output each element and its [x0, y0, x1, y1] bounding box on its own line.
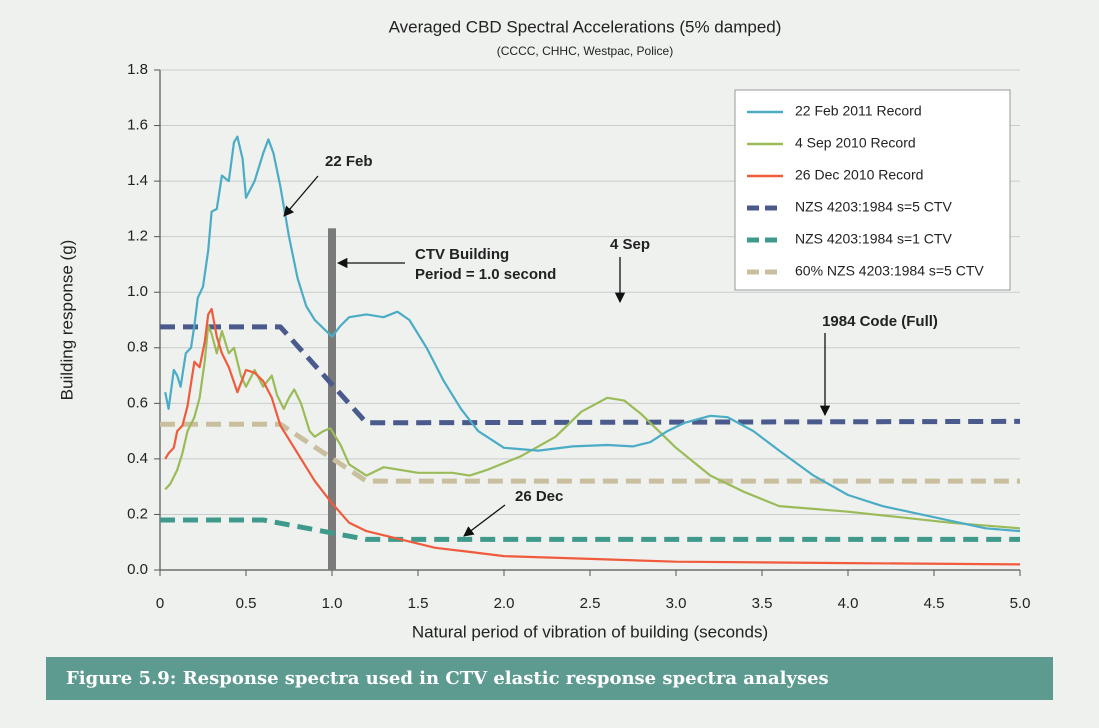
x-tick-label: 1.0 — [322, 595, 343, 612]
x-tick-label: 0.5 — [236, 595, 257, 612]
series-line — [164, 307, 1021, 566]
legend-label: 22 Feb 2011 Record — [795, 103, 922, 119]
legend-label: NZS 4203:1984 s=5 CTV — [795, 199, 952, 215]
y-axis-label: Building response (g) — [57, 240, 76, 401]
y-tick-label: 1.0 — [127, 283, 148, 300]
legend-label: 4 Sep 2010 Record — [795, 135, 916, 151]
series-line — [164, 324, 1021, 530]
x-tick-label: 2.5 — [580, 595, 601, 612]
y-tick-label: 0.4 — [127, 450, 148, 467]
y-tick-label: 1.8 — [127, 61, 148, 78]
annotation-arrow — [463, 504, 506, 537]
legend-box — [734, 89, 1011, 291]
x-tick-label: 3.0 — [666, 595, 687, 612]
legend-label: NZS 4203:1984 s=1 CTV — [795, 231, 952, 247]
x-tick-label: 1.5 — [408, 595, 429, 612]
legend-label: 26 Dec 2010 Record — [795, 167, 923, 183]
y-tick-label: 0.0 — [127, 561, 148, 578]
x-axis-label: Natural period of vibration of building … — [412, 622, 768, 641]
x-tick-label: 2.0 — [494, 595, 515, 612]
ctv-period-bar — [328, 228, 336, 571]
series-line — [160, 324, 1021, 426]
y-tick-label: 0.6 — [127, 394, 148, 411]
caption: Figure 5.9: Response spectra used in CTV… — [66, 668, 829, 689]
annotation: 1984 Code (Full) — [822, 313, 938, 330]
annotation: 22 Feb — [325, 153, 373, 170]
y-tick-label: 0.2 — [127, 505, 148, 522]
annotation: Period = 1.0 second — [415, 266, 556, 283]
caption-bar — [46, 657, 1053, 700]
annotation: 4 Sep — [610, 236, 650, 253]
y-tick-label: 0.8 — [127, 339, 148, 356]
annotation-arrow — [283, 175, 319, 217]
x-tick-label: 4.0 — [838, 595, 859, 612]
chart-subtitle: (CCCC, CHHC, Westpac, Police) — [497, 44, 673, 58]
annotation: 26 Dec — [515, 488, 563, 505]
annotation: CTV Building — [415, 246, 509, 263]
x-tick-label: 5.0 — [1010, 595, 1031, 612]
y-tick-label: 1.2 — [127, 228, 148, 245]
y-tick-label: 1.6 — [127, 117, 148, 134]
series-line — [160, 421, 1020, 484]
y-tick-label: 1.4 — [127, 172, 148, 189]
legend-label: 60% NZS 4203:1984 s=5 CTV — [795, 263, 984, 279]
x-tick-label: 0 — [156, 595, 164, 612]
series-line — [164, 135, 1021, 533]
chart-title: Averaged CBD Spectral Accelerations (5% … — [389, 17, 782, 36]
x-tick-label: 3.5 — [752, 595, 773, 612]
series-line — [160, 517, 1020, 542]
x-tick-label: 4.5 — [924, 595, 945, 612]
